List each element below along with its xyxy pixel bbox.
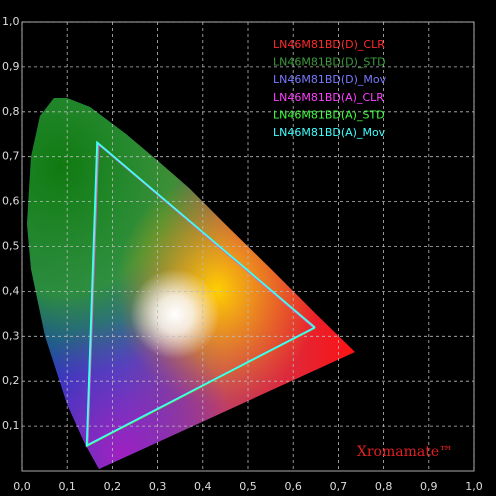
legend-label: LN46M81BD(D)_STD bbox=[273, 56, 386, 69]
y-tick-label: 0,7 bbox=[2, 150, 20, 163]
x-tick-label: 0,0 bbox=[13, 480, 31, 493]
y-tick-label: 0,9 bbox=[2, 60, 20, 73]
grid bbox=[21, 21, 475, 472]
x-tick-label: 0,5 bbox=[239, 480, 257, 493]
legend-label: LN46M81BD(D)_Mov bbox=[273, 73, 387, 86]
x-tick-label: 0,6 bbox=[284, 480, 302, 493]
x-tick-label: 0,4 bbox=[194, 480, 212, 493]
spectral-locus bbox=[27, 98, 355, 469]
gamut-line bbox=[85, 140, 316, 447]
y-tick-label: 1,0 bbox=[2, 15, 20, 28]
x-tick-label: 0,7 bbox=[330, 480, 348, 493]
x-tick-label: 0,1 bbox=[58, 480, 76, 493]
y-tick-label: 0,4 bbox=[2, 284, 20, 297]
y-tick-label: 0,3 bbox=[2, 329, 20, 342]
legend-label: LN46M81BD(A)_CLR bbox=[273, 91, 384, 104]
x-tick-label: 0,9 bbox=[420, 480, 438, 493]
legend-label: LN46M81BD(D)_CLR bbox=[273, 38, 385, 51]
watermark: Xromamate™ bbox=[357, 444, 453, 460]
y-tick-label: 0,1 bbox=[2, 419, 20, 432]
y-tick-label: 0,8 bbox=[2, 105, 20, 118]
x-tick-label: 0,2 bbox=[104, 480, 122, 493]
legend-label: LN46M81BD(A)_Mov bbox=[273, 126, 386, 139]
y-tick-label: 0,2 bbox=[2, 374, 20, 387]
x-tick-label: 0,8 bbox=[375, 480, 393, 493]
plot bbox=[85, 140, 316, 448]
y-tick-label: 0,5 bbox=[2, 240, 20, 253]
legend-label: LN46M81BD(A)_STD bbox=[273, 108, 385, 121]
x-tick-label: 0,3 bbox=[149, 480, 167, 493]
y-tick-label: 0,6 bbox=[2, 195, 20, 208]
x-tick-label: 1,0 bbox=[465, 480, 483, 493]
